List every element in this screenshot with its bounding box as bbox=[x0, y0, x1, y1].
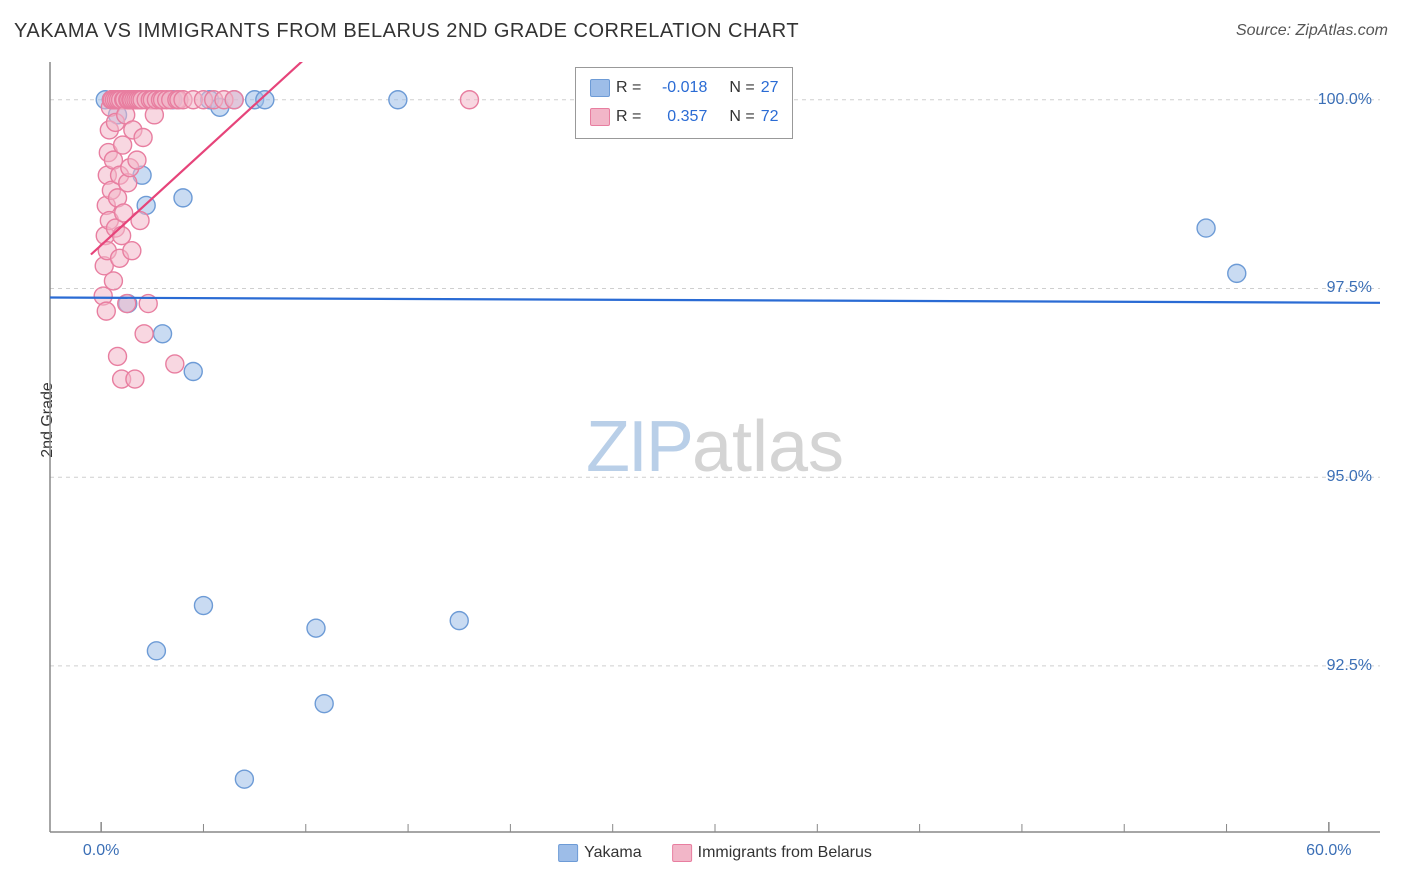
legend-stat-row: R = -0.018 N = 27 bbox=[590, 74, 778, 103]
r-label: R = bbox=[616, 103, 641, 132]
x-tick-label: 60.0% bbox=[1306, 842, 1351, 860]
legend-series-label: Immigrants from Belarus bbox=[698, 844, 872, 862]
legend-series-row: Yakama bbox=[558, 844, 642, 862]
legend-swatch bbox=[590, 79, 610, 97]
legend-swatch bbox=[590, 108, 610, 126]
chart-area: ZIPatlas R = -0.018 N = 27 R = 0.357 N =… bbox=[50, 62, 1380, 832]
legend-swatch bbox=[558, 844, 578, 862]
legend-stat-row: R = 0.357 N = 72 bbox=[590, 103, 778, 132]
r-value: -0.018 bbox=[647, 74, 707, 103]
series-legend: Yakama Immigrants from Belarus bbox=[558, 844, 872, 862]
n-value: 72 bbox=[761, 103, 779, 132]
r-value: 0.357 bbox=[647, 103, 707, 132]
y-tick-label: 97.5% bbox=[1327, 279, 1372, 297]
r-label: R = bbox=[616, 74, 641, 103]
legend-series-row: Immigrants from Belarus bbox=[672, 844, 872, 862]
n-value: 27 bbox=[761, 74, 779, 103]
y-tick-label: 95.0% bbox=[1327, 468, 1372, 486]
stats-legend: R = -0.018 N = 27 R = 0.357 N = 72 bbox=[575, 67, 793, 139]
chart-title: YAKAMA VS IMMIGRANTS FROM BELARUS 2ND GR… bbox=[14, 20, 799, 43]
legend-series-label: Yakama bbox=[584, 844, 642, 862]
legend-swatch bbox=[672, 844, 692, 862]
n-label: N = bbox=[729, 103, 754, 132]
y-tick-label: 100.0% bbox=[1318, 91, 1372, 109]
x-tick-label: 0.0% bbox=[83, 842, 119, 860]
source-label: Source: ZipAtlas.com bbox=[1236, 22, 1388, 40]
scatter-plot-svg bbox=[50, 62, 1380, 832]
y-tick-label: 92.5% bbox=[1327, 657, 1372, 675]
n-label: N = bbox=[729, 74, 754, 103]
